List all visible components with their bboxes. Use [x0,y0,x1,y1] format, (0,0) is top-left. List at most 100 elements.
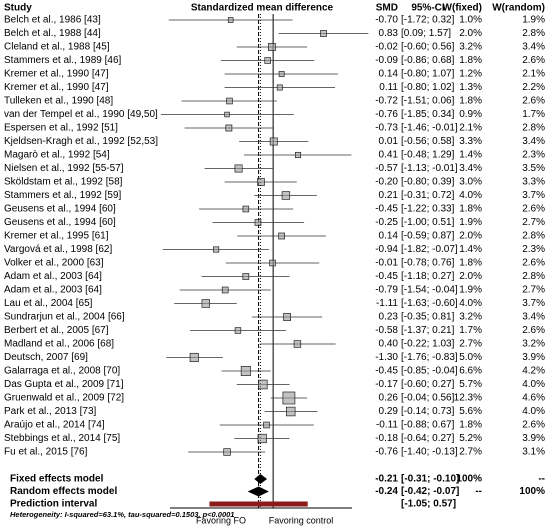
weight-random-label: 3.4% [522,312,545,323]
ci-label: [-1.46; -0.01] [401,123,458,134]
weight-random-label: 2.6% [522,258,545,269]
ci-label: [-1.00; 0.51] [401,217,455,228]
study-label: Belch et al., 1986 [43] [4,15,101,26]
weight-fixed-label: 4.0% [459,190,482,201]
ci-label: [-1.22; 0.33] [401,204,455,215]
ci-label: [-1.85; 0.34] [401,109,455,120]
study-label: Belch et al., 1988 [44] [4,28,101,39]
study-square [320,30,327,37]
study-square [234,327,242,334]
smd-label: 0.83 [379,28,399,39]
smd-label: 0.14 [379,231,399,242]
ci-label: [-1.37; 0.21] [401,325,455,336]
ci-label: [0.09; 1.57] [401,28,451,39]
weight-random-label: 3.1% [522,447,545,458]
ci-label: [-0.78; 0.76] [401,258,455,269]
study-square [258,379,268,390]
ci-label: [-0.80; 0.39] [401,177,455,188]
weight-random-label: 4.0% [522,379,545,390]
weight-fixed-label: 2.7% [459,339,482,350]
ci-label: [-1.82; -0.07] [401,244,458,255]
weight-random-label: 2.6% [522,420,545,431]
chart-title: Standardized mean difference [191,3,334,14]
study-label: Kremer et al., 1990 [47] [4,69,109,80]
summary-label: Random effects model [10,486,117,497]
weight-fixed-label: 1.8% [459,55,482,66]
ci-label: [-0.80; 1.02] [401,82,455,93]
smd-label: -0.76 [375,109,398,120]
study-label: Adam et al., 2003 [64] [4,285,102,296]
study-square [282,391,296,405]
smd-label: -1.11 [376,298,398,309]
heterogeneity: Heterogeneity: I-squared=63.1%, tau-squa… [10,510,234,519]
study-label: Das Gupta et al., 2009 [71] [4,379,124,390]
weight-random-label: 2.8% [522,123,545,134]
weight-random-label: 3.4% [522,136,545,147]
study-square [286,406,296,417]
ci-label: [-0.14; 0.73] [401,406,455,417]
smd-label: -0.45 [375,366,398,377]
ci-label: [-0.80; 1.07] [401,69,455,80]
smd-label: -1.30 [375,352,398,363]
ci-label: [-1.72; 0.32] [401,15,455,26]
ci-label: [-0.56; 0.58] [401,136,455,147]
weight-random-label: 3.9% [522,433,545,444]
ci-label: [-0.04; 0.56] [401,393,455,404]
weight-fixed-label: 2.0% [459,231,482,242]
study-square [226,97,233,105]
weight-random-label: 100% [519,486,545,497]
study-square [240,365,251,377]
smd-label: -0.73 [375,123,398,134]
study-label: Espersen et al., 1992 [51] [4,123,118,134]
study-label: Kjeldsen-Kragh et al., 1992 [52,53] [4,136,158,147]
weight-random-label: 2.1% [522,69,545,80]
smd-label: -0.18 [375,433,398,444]
ci-label: [-0.88; 0.67] [401,420,455,431]
study-square [254,219,262,226]
ci-label: [-0.42; -0.07] [401,486,459,497]
study-square [268,43,276,51]
study-square [227,17,234,23]
weight-random-label: 2.6% [522,55,545,66]
study-label: Kremer et al., 1990 [47] [4,82,109,93]
study-square [278,232,285,240]
column-header: 95%-CI [411,3,445,14]
weight-random-label: 2.6% [522,96,545,107]
weight-random-label: 3.7% [522,298,545,309]
weight-fixed-label: 5.6% [459,406,482,417]
smd-label: 0.14 [379,69,399,80]
smd-label: 0.23 [379,312,399,323]
weight-fixed-label: 1.8% [459,420,482,431]
study-label: van der Tempel et al., 1990 [49,50] [4,109,158,120]
weight-fixed-label: 3.2% [459,42,482,53]
study-label: Stebbings et al., 2014 [75] [4,433,120,444]
weight-fixed-label: 0.9% [459,109,482,120]
weight-random-label: 2.7% [522,285,545,296]
weight-fixed-label: 2.0% [459,28,482,39]
weight-random-label: 2.8% [522,231,545,242]
summary-diamond [254,474,268,484]
smd-label: 0.11 [379,82,398,93]
ci-label: [-1.51; 0.06] [401,96,455,107]
smd-label: -0.76 [375,447,398,458]
weight-random-label: 4.2% [522,366,545,377]
study-label: Adam et al., 2003 [64] [4,271,102,282]
study-square [257,178,265,186]
study-label: Stammers et al., 1989 [46] [4,55,122,66]
study-square [276,84,283,91]
study-label: Nielsen et al., 1992 [55-57] [4,163,124,174]
x-axis-label: Favoring FO [196,515,246,525]
study-label: Gruenwald et al., 2009 [72] [4,393,124,404]
weight-random-label: 2.7% [522,217,545,228]
weight-fixed-label: 3.4% [459,163,482,174]
study-square [269,137,278,146]
study-label: Tulleken et al., 1990 [48] [4,96,113,107]
weight-random-label: -- [538,474,545,485]
study-square [201,299,210,308]
weight-fixed-label: 3.0% [459,177,482,188]
smd-label: -0.70 [375,15,398,26]
smd-label: -0.20 [375,177,398,188]
weight-fixed-label: 2.0% [459,271,482,282]
column-header: W(random) [492,3,545,14]
weight-fixed-label: 2.1% [459,123,482,134]
